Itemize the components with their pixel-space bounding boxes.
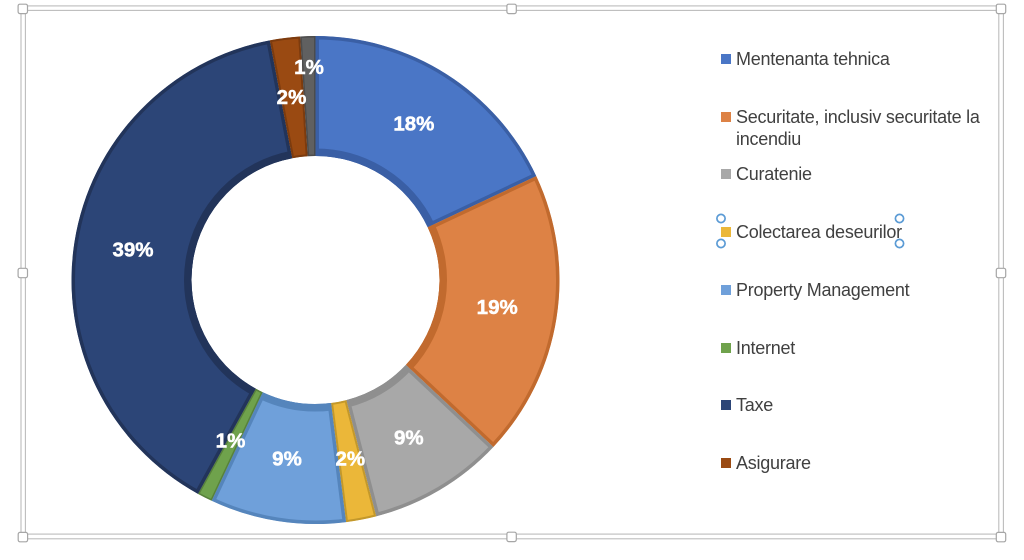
- svg-text:1%: 1%: [216, 430, 246, 453]
- svg-text:18%: 18%: [393, 112, 434, 135]
- svg-text:2%: 2%: [277, 86, 307, 109]
- svg-text:2%: 2%: [335, 448, 365, 471]
- svg-text:9%: 9%: [394, 426, 424, 449]
- svg-text:1%: 1%: [294, 56, 324, 79]
- svg-text:39%: 39%: [112, 239, 153, 262]
- svg-text:19%: 19%: [477, 296, 518, 319]
- svg-text:9%: 9%: [272, 448, 302, 471]
